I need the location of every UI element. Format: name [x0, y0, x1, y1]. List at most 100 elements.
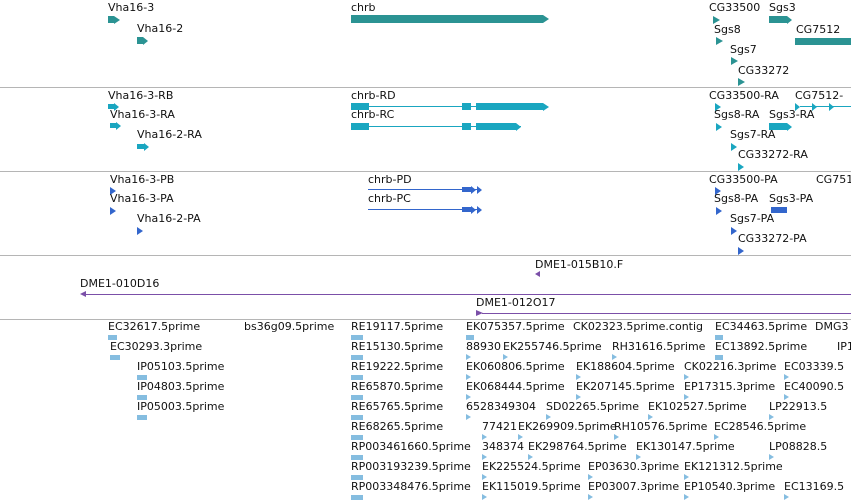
est-glyph[interactable]	[351, 415, 363, 420]
gene-glyph-sgs3[interactable]	[769, 16, 787, 23]
est-label[interactable]: RH31616.5prime	[612, 340, 706, 353]
est-label[interactable]: EC03339.5	[784, 360, 845, 373]
est-label[interactable]: EK115019.5prime	[482, 480, 581, 493]
gene-label-sgs8[interactable]: Sgs8	[714, 23, 741, 36]
gene-label-cg33272[interactable]: CG33272	[738, 64, 790, 77]
protein-glyph-sgs7-pa[interactable]	[731, 226, 737, 235]
est-glyph[interactable]	[588, 474, 593, 480]
gene-glyph-cg7512[interactable]	[795, 38, 851, 45]
est-glyph[interactable]	[351, 455, 363, 460]
est-label[interactable]: LP08828.5	[769, 440, 828, 453]
est-label[interactable]: RE15130.5prime	[351, 340, 444, 353]
est-glyph[interactable]	[612, 354, 617, 360]
gene-glyph-chrb[interactable]	[351, 15, 543, 23]
est-glyph[interactable]	[137, 415, 147, 420]
est-label[interactable]: IP04803.5prime	[137, 380, 225, 393]
est-glyph[interactable]	[684, 494, 689, 500]
est-glyph[interactable]	[503, 354, 508, 360]
est-label[interactable]: CK02323.5prime.contig	[573, 320, 704, 333]
est-glyph[interactable]	[576, 394, 581, 400]
est-glyph[interactable]	[466, 335, 474, 340]
protein-label-sgs3-pa[interactable]: Sgs3-PA	[769, 192, 814, 205]
est-glyph[interactable]	[784, 374, 789, 380]
protein-glyph-sgs3-pa[interactable]	[771, 207, 787, 213]
gene-label-cg7512[interactable]: CG7512	[796, 23, 841, 36]
gene-glyph-vha16-3[interactable]	[108, 16, 114, 23]
transcript-glyph-vha16-3-rb[interactable]	[108, 104, 114, 109]
est-label[interactable]: EK060806.5prime	[466, 360, 565, 373]
transcript-exon-chrb-rc-3[interactable]	[476, 123, 516, 130]
transcript-label-cg7512[interactable]: CG7512-	[795, 89, 844, 102]
transcript-label-chrb-rd[interactable]: chrb-RD	[351, 89, 396, 102]
est-label[interactable]: EP03630.3prime	[588, 460, 680, 473]
est-glyph[interactable]	[351, 355, 363, 360]
est-label[interactable]: EC13169.5	[784, 480, 845, 493]
est-glyph[interactable]	[351, 395, 363, 400]
est-label[interactable]: 348374	[482, 440, 524, 453]
est-glyph[interactable]	[614, 434, 619, 440]
est-label[interactable]: 88930	[466, 340, 501, 353]
gene-label-chrb[interactable]: chrb	[351, 1, 376, 14]
clone-glyph-dme1-010d16[interactable]	[84, 294, 851, 295]
protein-glyph-vha16-3-pa[interactable]	[110, 206, 116, 215]
est-label[interactable]: IP1	[837, 340, 851, 353]
est-label[interactable]: EC13892.5prime	[715, 340, 808, 353]
clone-label-dme1-012o17[interactable]: DME1-012O17	[476, 296, 556, 309]
est-glyph[interactable]	[482, 454, 487, 460]
est-label[interactable]: EP17315.3prime	[684, 380, 776, 393]
transcript-glyph-sgs7-ra[interactable]	[731, 142, 737, 151]
est-label[interactable]: RE65765.5prime	[351, 400, 444, 413]
transcript-exon-chrb-rc-1[interactable]	[351, 123, 369, 130]
est-label[interactable]: RP003348476.5prime	[351, 480, 471, 493]
est-glyph[interactable]	[714, 434, 719, 440]
est-label[interactable]: RP003193239.5prime	[351, 460, 471, 473]
transcript-label-sgs7-ra[interactable]: Sgs7-RA	[730, 128, 776, 141]
est-glyph[interactable]	[482, 474, 487, 480]
est-label[interactable]: EC28546.5prime	[714, 420, 807, 433]
est-label[interactable]: EC32617.5prime	[108, 320, 201, 333]
est-label[interactable]: EP03007.3prime	[588, 480, 680, 493]
est-glyph[interactable]	[108, 335, 117, 340]
est-glyph[interactable]	[684, 394, 689, 400]
est-glyph[interactable]	[482, 434, 487, 440]
transcript-label-cg33500-ra[interactable]: CG33500-RA	[709, 89, 779, 102]
est-label[interactable]: EK075357.5prime	[466, 320, 565, 333]
est-label[interactable]: EK269909.5prime	[518, 420, 617, 433]
est-glyph[interactable]	[769, 414, 774, 420]
transcript-label-vha16-3-rb[interactable]: Vha16-3-RB	[108, 89, 174, 102]
est-label[interactable]: EK225524.5prime	[482, 460, 581, 473]
clone-label-dme1-010d16[interactable]: DME1-010D16	[80, 277, 160, 290]
est-glyph[interactable]	[715, 335, 723, 340]
est-glyph[interactable]	[466, 394, 471, 400]
gene-label-vha16-3[interactable]: Vha16-3	[108, 1, 155, 14]
gene-label-cg33500[interactable]: CG33500	[709, 1, 761, 14]
protein-label-sgs7-pa[interactable]: Sgs7-PA	[730, 212, 775, 225]
est-label[interactable]: EK188604.5prime	[576, 360, 675, 373]
est-label[interactable]: IP05003.5prime	[137, 400, 225, 413]
clone-glyph-dme1-012o17[interactable]	[482, 313, 851, 314]
transcript-label-sgs8-ra[interactable]: Sgs8-RA	[714, 108, 760, 121]
transcript-glyph-vha16-2-ra[interactable]	[137, 144, 144, 149]
est-label[interactable]: DMG3	[815, 320, 849, 333]
est-glyph[interactable]	[466, 414, 471, 420]
est-glyph[interactable]	[466, 374, 471, 380]
est-label[interactable]: RE19222.5prime	[351, 360, 444, 373]
est-glyph[interactable]	[137, 395, 147, 400]
est-label[interactable]: RE68265.5prime	[351, 420, 444, 433]
est-glyph[interactable]	[684, 374, 689, 380]
transcript-glyph-sgs3-ra[interactable]	[769, 123, 787, 130]
protein-glyph-cg33500-pa[interactable]	[715, 186, 721, 195]
est-label[interactable]: EK130147.5prime	[636, 440, 735, 453]
est-glyph[interactable]	[351, 475, 363, 480]
est-label[interactable]: EK207145.5prime	[576, 380, 675, 393]
clone-label-dme1-015b10[interactable]: DME1-015B10.F	[535, 258, 624, 271]
est-label[interactable]: EK068444.5prime	[466, 380, 565, 393]
est-glyph[interactable]	[351, 435, 363, 440]
protein-label-sgs8-pa[interactable]: Sgs8-PA	[714, 192, 759, 205]
protein-label-cg751[interactable]: CG751	[816, 173, 851, 186]
est-label[interactable]: EC30293.3prime	[110, 340, 203, 353]
est-label[interactable]: RH10576.5prime	[614, 420, 708, 433]
protein-label-cg33500-pa[interactable]: CG33500-PA	[709, 173, 778, 186]
transcript-label-vha16-3-ra[interactable]: Vha16-3-RA	[110, 108, 175, 121]
est-glyph[interactable]	[137, 375, 147, 380]
